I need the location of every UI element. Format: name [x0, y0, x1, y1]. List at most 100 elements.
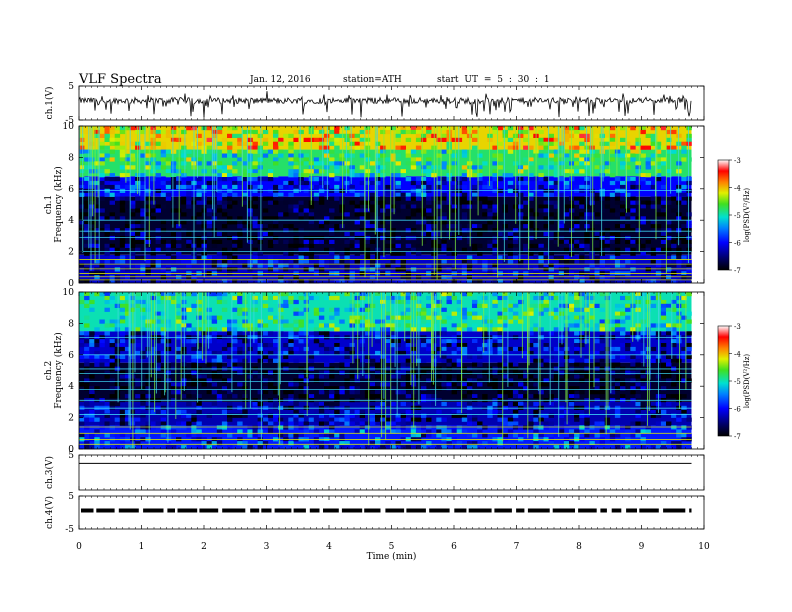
ch1-spectrogram-ytick-label: 2	[68, 248, 74, 258]
ch1-spectrogram-cell	[523, 200, 529, 205]
ch2-spectrogram-cell	[518, 374, 524, 379]
ch1-spectrogram-cell	[237, 137, 243, 142]
ch1-spectrogram-cell	[640, 216, 646, 221]
ch2-spectrogram-cell	[176, 346, 182, 352]
ch2-spectrogram-cell	[186, 382, 192, 387]
ch2-spectrogram-cell	[492, 378, 498, 383]
ch1-spectrogram-cell	[221, 153, 228, 158]
ch2-spectrogram-cell	[135, 370, 141, 375]
ch2-spectrogram-cell	[201, 378, 207, 383]
ch1-spectrogram-cell	[329, 232, 335, 237]
ch1-spectrogram-cell	[538, 243, 544, 248]
ch2-spectrogram-cell	[94, 445, 100, 450]
ch1-spectrogram-cell	[359, 196, 366, 201]
ch2-spectrogram-cell	[165, 319, 172, 324]
ch2-spectrogram-cell	[160, 292, 167, 297]
ch4-waveform-series-block	[364, 508, 381, 513]
ch2-spectrogram-cell	[369, 421, 376, 426]
ch2-spectrogram-cell	[625, 445, 631, 450]
ch1-spectrogram-cell	[145, 247, 151, 252]
ch2-spectrogram-cell	[441, 346, 447, 352]
ch2-spectrogram-cell	[196, 374, 202, 379]
ch2-spectrogram-cell	[298, 413, 304, 418]
ch2-spectrogram-cell	[329, 433, 335, 438]
ch1-spectrogram-cell	[288, 224, 294, 229]
ch2-spectrogram-cell	[247, 425, 253, 430]
ch1-spectrogram-cell	[349, 169, 355, 174]
ch2-spectrogram-cell	[211, 358, 218, 363]
ch1-spectrogram-cell	[390, 192, 396, 197]
ch2-spectrogram-cell	[104, 421, 110, 426]
ch2-spectrogram-cell	[298, 425, 304, 430]
ch1-spectrogram-cell	[385, 235, 391, 241]
ch2-spectrogram-cell	[594, 433, 600, 438]
ch1-spectrogram-cell	[334, 224, 340, 229]
ch1-spectrogram-cell	[140, 129, 146, 135]
ch1-spectrogram-cell	[395, 267, 401, 272]
ch2-spectrogram-cell	[288, 323, 294, 328]
ch1-spectrogram-cell	[364, 212, 371, 217]
ch1-spectrogram-cell	[298, 247, 304, 252]
ch1-spectrogram-cell	[614, 224, 621, 229]
ch2-spectrogram-cell	[400, 413, 406, 418]
ch2-spectrogram-cell	[630, 354, 636, 359]
ch1-spectrogram-cell	[318, 137, 325, 142]
ch1-spectrogram-cell	[614, 157, 621, 162]
ch1-spectrogram-cell	[650, 196, 657, 201]
ch2-spectrogram-cell	[329, 421, 335, 426]
ch2-spectrogram-cell	[441, 401, 447, 407]
ch1-spectrogram-cell	[109, 177, 115, 182]
ch2-spectrogram-cell	[109, 319, 115, 324]
ch1-spectrogram-cell	[221, 173, 228, 178]
ch2-spectrogram-cell	[84, 350, 90, 356]
ch1-spectrogram-cell	[574, 129, 580, 135]
ch1-spectrogram-cell	[451, 188, 457, 193]
ch2-spectrogram-cell	[262, 323, 269, 328]
ch2-spectrogram-cell	[176, 390, 182, 395]
ch2-spectrogram-cell	[165, 339, 172, 344]
ch2-spectrogram-cell	[502, 401, 508, 407]
ch1-spectrogram-cell	[99, 141, 105, 146]
ch2-spectrogram-cell	[584, 374, 590, 379]
ch2-spectrogram-cell	[247, 429, 253, 434]
ch1-spectrogram-cell	[415, 192, 422, 197]
ch1-spectrogram-cell	[640, 279, 646, 284]
ch1-spectrogram-cell	[599, 243, 605, 248]
ch2-spectrogram-cell	[94, 343, 100, 348]
ch1-spectrogram-cell	[538, 263, 544, 268]
ch2-spectrogram-cell	[461, 319, 468, 324]
ch1-spectrogram-cell	[472, 192, 478, 197]
ch1-spectrogram-cell	[369, 173, 376, 178]
ch2-spectrogram-cell	[558, 350, 565, 356]
ch1-spectrogram-cell	[574, 145, 580, 150]
ch1-spectrogram-cell	[681, 141, 687, 146]
ch2-spectrogram-cell	[533, 295, 539, 301]
ch2-spectrogram-cell	[589, 441, 595, 446]
ch2-spectrogram-cell	[405, 307, 412, 312]
ch2-spectrogram-cell	[278, 433, 284, 438]
ch2-spectrogram-cell	[609, 319, 616, 324]
ch1-spectrogram-cell	[267, 259, 274, 264]
ch2-spectrogram-cell	[211, 441, 218, 446]
ch1-spectrogram-cell	[676, 247, 682, 252]
ch2-spectrogram-cell	[160, 390, 167, 395]
ch2-spectrogram-cell	[186, 394, 192, 399]
ch2-spectrogram-cell	[390, 386, 396, 391]
ch4-waveform-series-block	[454, 508, 467, 513]
ch2-spectrogram-cell	[329, 315, 335, 320]
ch2-spectrogram-cell	[604, 421, 611, 426]
ch1-spectrogram-cell	[599, 188, 605, 193]
ch2-spectrogram-cell	[543, 343, 549, 348]
ch1-spectrogram-cell	[140, 165, 146, 170]
ch2-spectrogram-cell	[318, 323, 325, 328]
ch1-spectrogram-cell	[482, 263, 488, 268]
ch1-spectrogram-cell	[181, 137, 187, 142]
ch1-spectrogram-cell	[380, 173, 386, 178]
ch1-spectrogram-cell	[492, 169, 498, 174]
ch1-spectrogram-cell	[528, 177, 534, 182]
ch1-spectrogram-cell	[666, 137, 672, 142]
ch1-spectrogram-cell	[160, 153, 167, 158]
ch2-spectrogram-cell	[176, 311, 182, 316]
ch1-spectrogram-cell	[548, 200, 554, 205]
ch2-spectrogram-cell	[558, 343, 565, 348]
